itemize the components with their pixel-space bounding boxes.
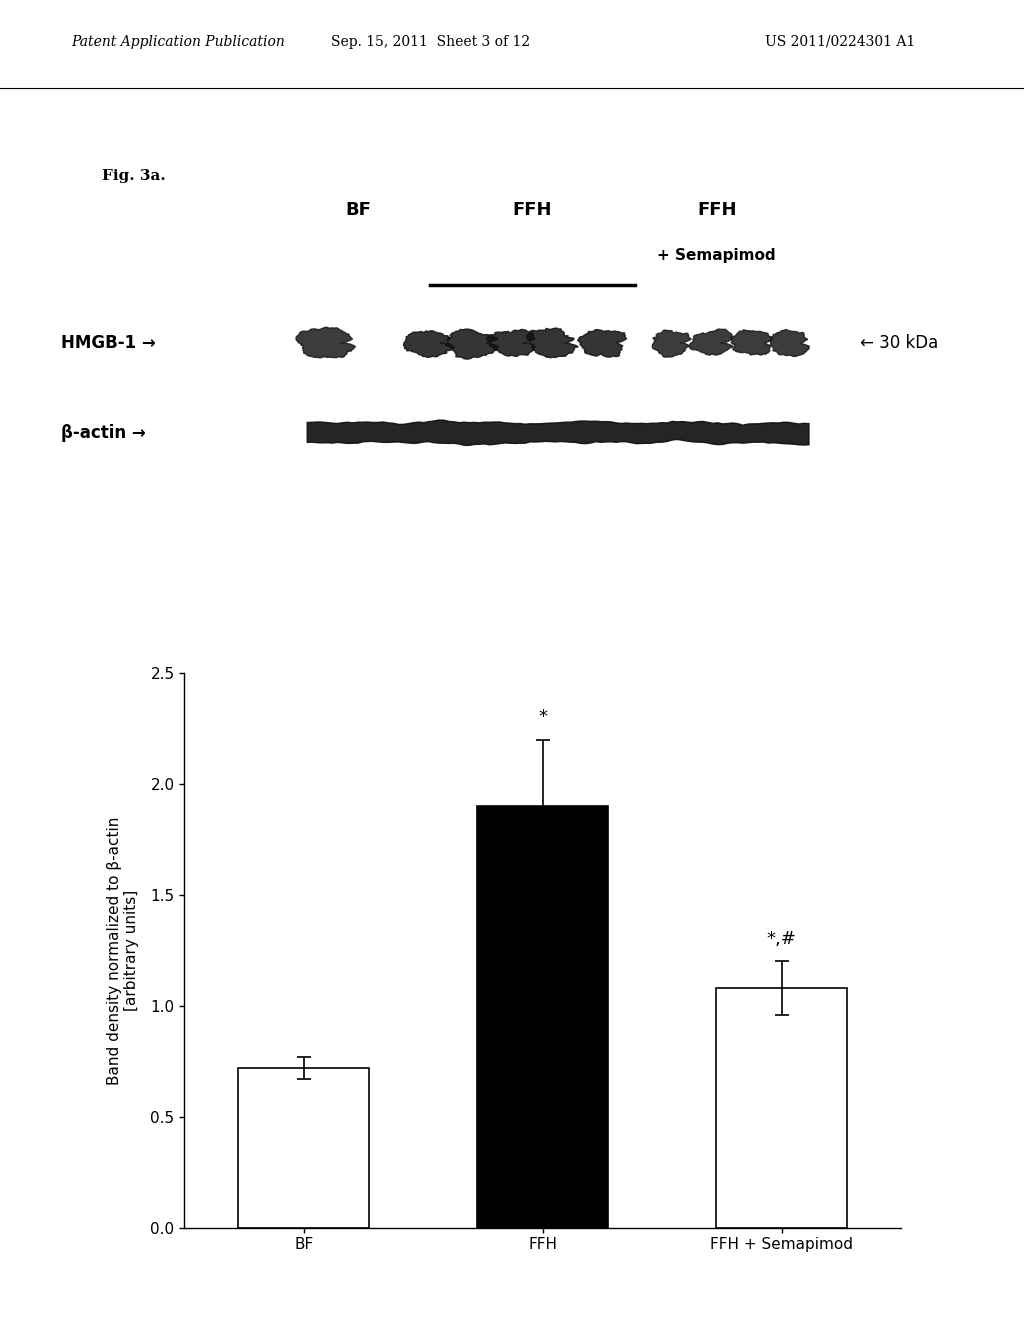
Text: BF: BF	[345, 201, 372, 219]
Text: Patent Application Publication: Patent Application Publication	[72, 34, 286, 49]
Text: Sep. 15, 2011  Sheet 3 of 12: Sep. 15, 2011 Sheet 3 of 12	[331, 34, 529, 49]
Bar	[477, 807, 608, 1228]
Polygon shape	[403, 331, 454, 358]
Text: β-actin →: β-actin →	[61, 424, 146, 442]
Polygon shape	[296, 327, 355, 358]
Text: FFH: FFH	[697, 201, 736, 219]
Polygon shape	[578, 330, 627, 358]
Text: HMGB-1 →: HMGB-1 →	[61, 334, 157, 352]
Text: + Semapimod: + Semapimod	[657, 248, 776, 263]
Polygon shape	[526, 329, 579, 358]
Bar	[716, 989, 848, 1228]
Text: US 2011/0224301 A1: US 2011/0224301 A1	[765, 34, 914, 49]
Text: Fig. 3a.: Fig. 3a.	[102, 169, 166, 183]
Polygon shape	[689, 329, 733, 355]
Y-axis label: Band density normalized to β-actin
[arbitrary units]: Band density normalized to β-actin [arbi…	[106, 816, 139, 1085]
Text: ← 30 kDa: ← 30 kDa	[860, 334, 938, 352]
Polygon shape	[486, 329, 535, 356]
Polygon shape	[652, 330, 691, 358]
Text: *: *	[539, 709, 547, 726]
Text: FFH: FFH	[513, 201, 552, 219]
Bar	[238, 1068, 370, 1228]
Polygon shape	[307, 420, 809, 445]
Polygon shape	[445, 329, 499, 359]
Text: *,#: *,#	[767, 931, 797, 948]
Polygon shape	[769, 330, 809, 356]
Polygon shape	[731, 330, 772, 355]
